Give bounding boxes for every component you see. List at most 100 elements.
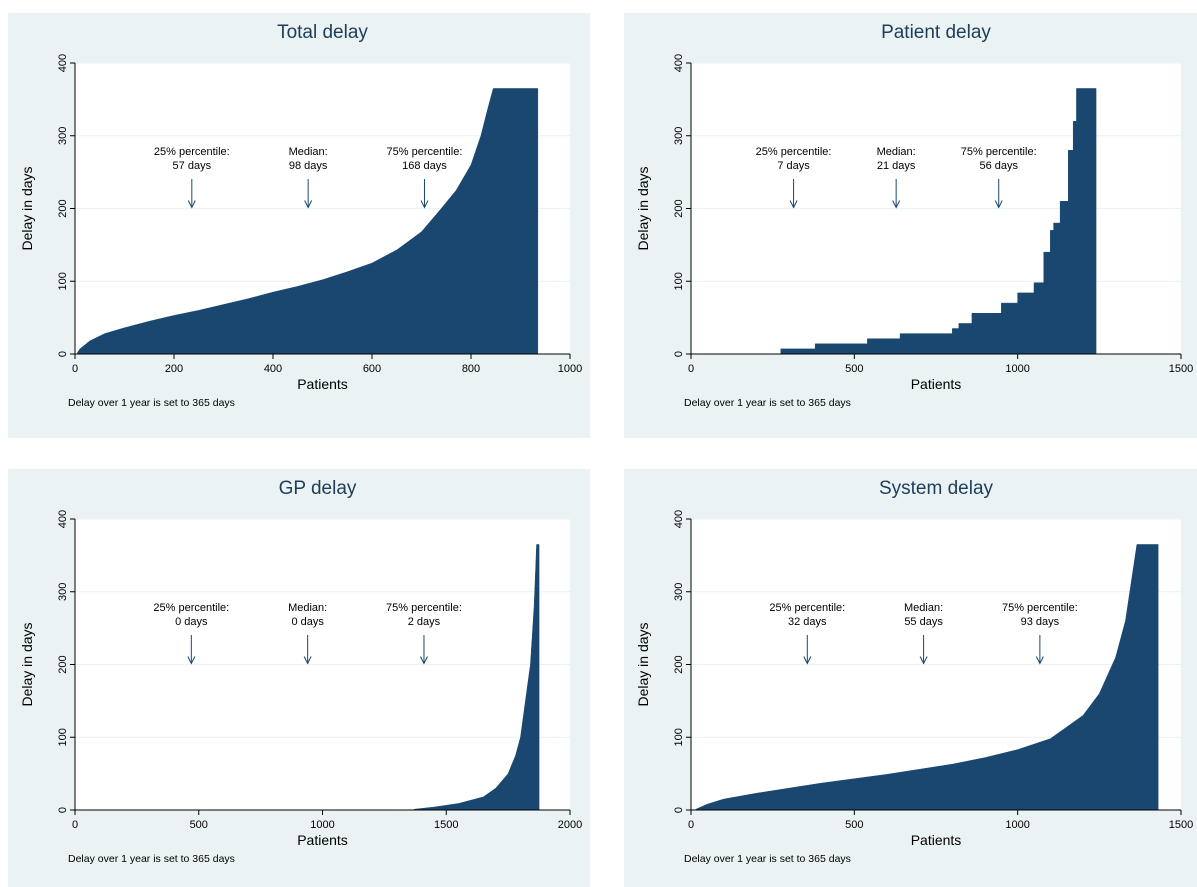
footnote: Delay over 1 year is set to 365 days bbox=[684, 853, 851, 865]
x-tick-label: 1500 bbox=[1169, 363, 1193, 375]
system-delay-chart: System delay 0 100 200 300 400 0 500 1000 1500 Del… bbox=[624, 469, 1197, 887]
annotation-value: 0 days bbox=[175, 616, 208, 628]
x-axis-title: Patients bbox=[297, 832, 348, 848]
annotation-value: 98 days bbox=[289, 160, 328, 172]
y-tick-label: 0 bbox=[57, 351, 69, 357]
y-tick-label: 100 bbox=[57, 728, 69, 746]
annotation-value: 57 days bbox=[173, 160, 212, 172]
x-tick-label: 1000 bbox=[310, 819, 334, 831]
y-tick-label: 300 bbox=[57, 583, 69, 601]
annotation-label: Median: bbox=[877, 146, 916, 158]
x-tick-label: 1500 bbox=[1169, 819, 1193, 831]
title-band bbox=[800, 469, 1072, 510]
y-axis-title: Delay in days bbox=[635, 166, 651, 250]
x-tick-label: 200 bbox=[165, 363, 183, 375]
annotation-label: Median: bbox=[289, 146, 328, 158]
gp-delay-chart: GP delay 0 100 200 300 400 0 500 1000 1500 2000 Del… bbox=[8, 469, 590, 887]
footnote: Delay over 1 year is set to 365 days bbox=[68, 397, 235, 409]
x-tick-label: 400 bbox=[264, 363, 282, 375]
annotation-value: 2 days bbox=[408, 616, 441, 628]
annotation-label: 25% percentile: bbox=[769, 602, 845, 614]
annotation-label: Median: bbox=[904, 602, 943, 614]
x-tick-label: 0 bbox=[72, 819, 78, 831]
y-tick-label: 200 bbox=[57, 655, 69, 673]
annotation-value: 21 days bbox=[877, 160, 916, 172]
annotation-arrowhead bbox=[420, 200, 429, 209]
title-band bbox=[800, 13, 1072, 54]
annotation-arrowhead bbox=[1035, 656, 1044, 665]
x-tick-label: 800 bbox=[462, 363, 480, 375]
x-tick-label: 0 bbox=[688, 363, 694, 375]
annotation-value: 7 days bbox=[777, 160, 810, 172]
x-tick-label: 500 bbox=[845, 363, 863, 375]
chart-title: System delay bbox=[879, 478, 994, 499]
y-tick-label: 100 bbox=[673, 272, 685, 290]
y-axis-title: Delay in days bbox=[635, 622, 651, 706]
y-tick-label: 300 bbox=[673, 583, 685, 601]
x-tick-label: 500 bbox=[190, 819, 208, 831]
annotation-value: 0 days bbox=[291, 616, 324, 628]
annotation-arrowhead bbox=[303, 656, 312, 665]
annotation-label: 75% percentile: bbox=[386, 602, 462, 614]
annotation-label: 75% percentile: bbox=[1002, 602, 1078, 614]
annotation-arrowhead bbox=[420, 656, 428, 665]
y-tick-label: 400 bbox=[57, 510, 69, 528]
chart-svg: Patient delay 0 100 200 300 400 0 500 1000 1500 De… bbox=[635, 13, 1193, 409]
delay-area bbox=[413, 544, 540, 811]
annotation-arrowhead bbox=[304, 200, 313, 209]
delay-area bbox=[77, 88, 539, 355]
y-tick-label: 0 bbox=[673, 807, 685, 813]
annotation-arrowhead bbox=[919, 656, 928, 665]
annotation-value: 32 days bbox=[788, 616, 827, 628]
title-band bbox=[230, 474, 402, 505]
delay-area bbox=[780, 88, 1097, 355]
y-tick-label: 0 bbox=[57, 807, 69, 813]
annotation-arrowhead bbox=[892, 200, 901, 209]
x-tick-label: 2000 bbox=[558, 819, 582, 831]
annotation-label: 25% percentile: bbox=[153, 602, 229, 614]
y-tick-label: 300 bbox=[673, 127, 685, 145]
annotation-label: Median: bbox=[288, 602, 327, 614]
annotation-label: 75% percentile: bbox=[961, 146, 1037, 158]
footnote: Delay over 1 year is set to 365 days bbox=[68, 853, 235, 865]
x-tick-label: 600 bbox=[363, 363, 381, 375]
chart-title: GP delay bbox=[279, 478, 357, 499]
y-tick-label: 300 bbox=[57, 127, 69, 145]
chart-title: Patient delay bbox=[881, 22, 991, 43]
annotation-value: 168 days bbox=[402, 160, 447, 172]
x-axis-title: Patients bbox=[297, 376, 348, 392]
y-tick-label: 400 bbox=[57, 54, 69, 72]
x-axis-title: Patients bbox=[911, 376, 962, 392]
x-tick-label: 1000 bbox=[1005, 363, 1029, 375]
annotation-arrowhead bbox=[803, 656, 812, 665]
total-delay-chart: Total delay 0 100 200 300 400 0 200 400 600 800 100… bbox=[8, 13, 590, 438]
y-tick-label: 400 bbox=[673, 510, 685, 528]
x-tick-label: 0 bbox=[72, 363, 78, 375]
title-band bbox=[185, 13, 481, 54]
x-tick-label: 1000 bbox=[558, 363, 582, 375]
annotation-label: 25% percentile: bbox=[154, 146, 230, 158]
x-tick-label: 1000 bbox=[1005, 819, 1029, 831]
y-tick-label: 200 bbox=[673, 655, 685, 673]
x-axis-title: Patients bbox=[911, 832, 962, 848]
annotation-arrowhead bbox=[789, 200, 798, 209]
y-tick-label: 200 bbox=[673, 199, 685, 217]
footnote: Delay over 1 year is set to 365 days bbox=[684, 397, 851, 409]
delay-area bbox=[695, 544, 1159, 811]
y-tick-label: 400 bbox=[673, 54, 685, 72]
y-tick-label: 100 bbox=[673, 728, 685, 746]
annotation-value: 93 days bbox=[1021, 616, 1060, 628]
annotation-arrowhead bbox=[994, 200, 1003, 209]
y-tick-label: 0 bbox=[673, 351, 685, 357]
y-axis-title: Delay in days bbox=[19, 622, 35, 706]
y-axis-title: Delay in days bbox=[19, 166, 35, 250]
chart-svg: Total delay 0 100 200 300 400 0 200 400 600 800 100… bbox=[19, 13, 582, 409]
annotation-arrowhead bbox=[187, 200, 196, 209]
x-tick-label: 500 bbox=[845, 819, 863, 831]
y-tick-label: 200 bbox=[57, 199, 69, 217]
annotation-arrowhead bbox=[187, 656, 196, 665]
chart-title: Total delay bbox=[277, 22, 368, 43]
annotation-label: 25% percentile: bbox=[756, 146, 832, 158]
annotation-value: 56 days bbox=[979, 160, 1018, 172]
chart-svg: GP delay 0 100 200 300 400 0 500 1000 1500 2000 Del… bbox=[19, 474, 582, 865]
